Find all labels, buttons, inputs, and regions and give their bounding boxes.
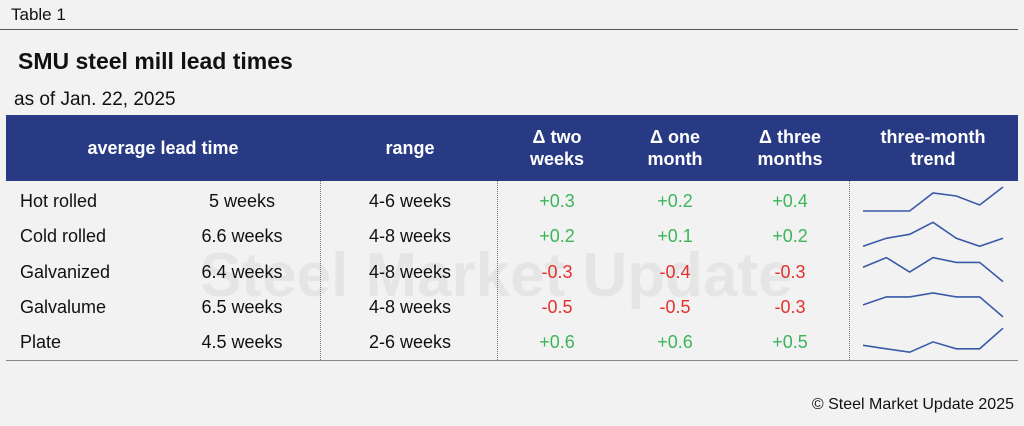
title: SMU steel mill lead times (18, 48, 293, 74)
change-cell: +0.2 (657, 191, 693, 211)
change-cell: -0.4 (659, 261, 691, 282)
change-cell: +0.5 (772, 332, 808, 353)
table-label: Table 1 (11, 5, 66, 24)
divider (849, 181, 850, 360)
trend-line (862, 292, 1004, 318)
watermark: Steel Market Update (200, 241, 793, 310)
cell: 4-8 weeks (368, 226, 452, 247)
change-cell: +0.3 (539, 191, 575, 211)
cell: 6.5 weeks (201, 296, 283, 317)
rule (0, 29, 1018, 30)
cell: 4-6 weeks (368, 191, 452, 211)
trend-line (862, 256, 1004, 283)
cell: 4-8 weeks (368, 296, 452, 317)
change-cell: -0.3 (774, 296, 806, 317)
cell: 2-6 weeks (368, 332, 452, 353)
footer: © Steel Market Update 2025 (811, 396, 1014, 413)
change-cell: +0.6 (657, 332, 693, 353)
row-label: Cold rolled (20, 226, 107, 247)
subtitle: as of Jan. 22, 2025 (14, 89, 176, 110)
trend-line (863, 186, 1004, 212)
divider (497, 181, 498, 360)
column-header: Δ three months (757, 127, 823, 169)
column-header: average lead time (87, 138, 239, 158)
header-band (6, 115, 1018, 181)
cell: 6.6 weeks (201, 226, 283, 247)
cell: 4.5 weeks (201, 332, 283, 353)
change-cell: -0.3 (541, 261, 573, 282)
change-cell: +0.4 (772, 191, 808, 211)
cell: 6.4 weeks (201, 261, 283, 282)
change-cell: +0.1 (657, 226, 693, 247)
change-cell: +0.2 (772, 226, 808, 247)
change-cell: -0.5 (659, 296, 691, 317)
trend-line (862, 221, 1004, 248)
change-cell: -0.5 (541, 296, 573, 317)
bottom-rule (6, 360, 1018, 361)
cell: 4-8 weeks (368, 261, 452, 282)
trend-line (862, 327, 1004, 354)
change-cell: +0.6 (539, 332, 575, 353)
divider (320, 181, 321, 360)
column-header: Δ one month (647, 127, 703, 169)
row-label: Plate (20, 332, 62, 353)
cell: 5 weeks (208, 191, 276, 211)
change-cell: -0.3 (774, 261, 806, 282)
column-header: three-month trend (880, 127, 986, 169)
row-label: Hot rolled (20, 191, 98, 211)
column-header: Δ two weeks (529, 127, 585, 169)
row-label: Galvalume (20, 296, 107, 317)
row-label: Galvanized (20, 261, 111, 282)
column-header: range (385, 138, 435, 158)
change-cell: +0.2 (539, 226, 575, 247)
